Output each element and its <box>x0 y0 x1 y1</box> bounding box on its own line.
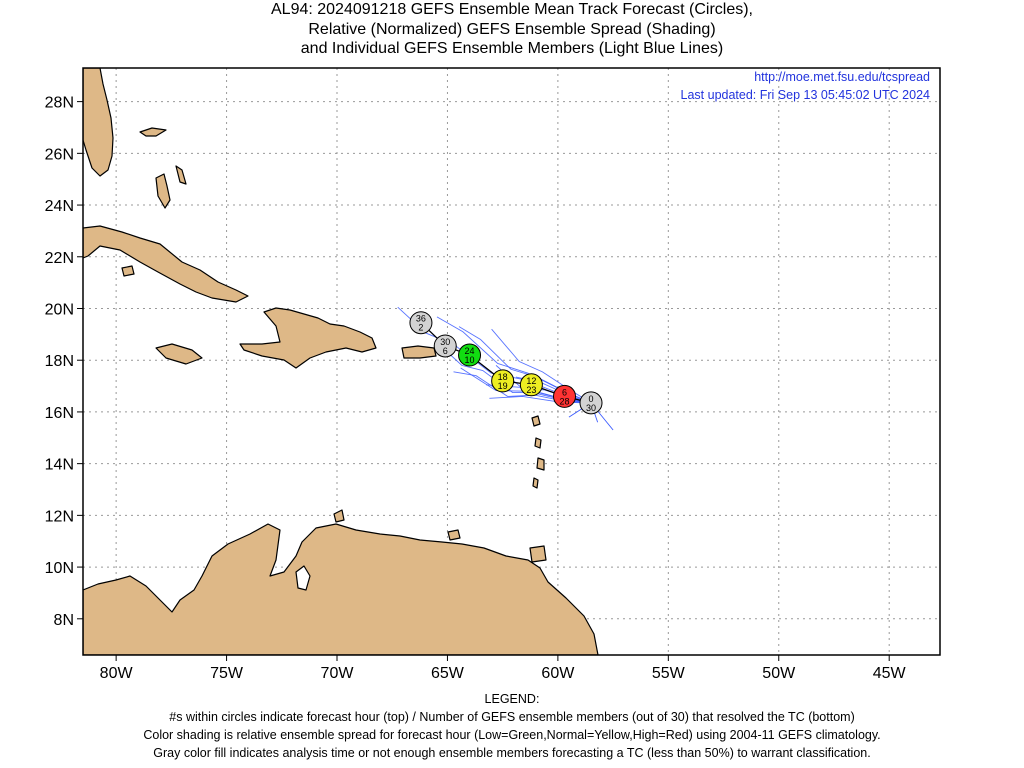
x-tick-label: 70W <box>321 665 355 682</box>
y-tick-label: 28N <box>45 95 74 112</box>
y-tick-label: 24N <box>45 198 74 215</box>
land-bahamas-andros <box>155 173 171 209</box>
member-count-label: 6 <box>443 346 448 356</box>
land-south-america <box>83 523 599 655</box>
y-tick-label: 20N <box>45 301 74 318</box>
member-count-label: 10 <box>465 355 475 365</box>
map-frame <box>82 67 941 656</box>
x-tick-label: 55W <box>652 665 686 682</box>
track-circle <box>579 391 603 415</box>
title-line-2: Relative (Normalized) GEFS Ensemble Spre… <box>308 21 716 38</box>
y-tick-label: 12N <box>45 508 74 525</box>
forecast-hour-label: 12 <box>526 376 536 386</box>
land-guadeloupe <box>531 415 541 427</box>
title-line-3: and Individual GEFS Ensemble Members (Li… <box>300 40 724 57</box>
track-point-h30: 306 <box>433 334 457 358</box>
forecast-hour-label: 18 <box>498 372 508 382</box>
track-circle <box>519 373 543 397</box>
member-count-label: 19 <box>498 381 508 391</box>
forecast-hour-label: 0 <box>589 394 594 404</box>
land-isle-of-youth <box>121 265 135 277</box>
track-circle <box>433 334 457 358</box>
member-count-label: 2 <box>418 323 423 333</box>
track-circle <box>458 343 482 367</box>
legend-line-3: Gray color fill indicates analysis time … <box>153 746 871 760</box>
land-florida <box>83 68 114 177</box>
y-tick-label: 16N <box>45 405 74 422</box>
track-circle <box>491 369 515 393</box>
track-point-h6: 628 <box>553 384 577 408</box>
land-bahamas-eleuthera <box>175 165 187 185</box>
x-tick-label: 60W <box>541 665 575 682</box>
x-tick-label: 75W <box>210 665 244 682</box>
x-tick-label: 50W <box>762 665 796 682</box>
track-point-h0: 030 <box>579 391 603 415</box>
ensemble-member-line <box>491 328 592 404</box>
source-url-link[interactable]: http://moe.met.fsu.edu/tcspread <box>754 70 930 84</box>
track-circle <box>553 384 577 408</box>
y-tick-label: 14N <box>45 457 74 474</box>
track-point-h36: 362 <box>409 311 433 335</box>
land-puerto-rico <box>401 345 437 359</box>
legend-line-1: #s within circles indicate forecast hour… <box>169 710 855 724</box>
ensemble-member-line <box>489 395 592 404</box>
last-updated-text: Last updated: Fri Sep 13 05:45:02 UTC 20… <box>681 88 931 102</box>
member-count-label: 30 <box>586 403 596 413</box>
forecast-hour-label: 36 <box>416 314 426 324</box>
land-dominica <box>534 437 542 449</box>
y-tick-label: 18N <box>45 353 74 370</box>
member-count-label: 23 <box>526 385 536 395</box>
land-hispaniola <box>239 307 377 369</box>
lake-maracaibo <box>295 565 311 591</box>
landmasses <box>83 68 599 655</box>
x-tick-label: 45W <box>873 665 907 682</box>
forecast-hour-label: 6 <box>562 387 567 397</box>
axis-ticks: 80W 75W 70W 65W 60W 55W 50W 45W 8N 10N 12N 14N 16N 18… <box>45 95 907 682</box>
x-tick-label: 80W <box>100 665 134 682</box>
land-martinique <box>536 457 545 471</box>
forecast-hour-label: 30 <box>440 337 450 347</box>
land-curacao <box>333 509 345 523</box>
legend-line-2: Color shading is relative ensemble sprea… <box>143 728 881 742</box>
y-tick-label: 26N <box>45 146 74 163</box>
graticule <box>83 68 940 655</box>
y-tick-label: 10N <box>45 560 74 577</box>
y-tick-label: 22N <box>45 250 74 267</box>
member-count-label: 28 <box>560 396 570 406</box>
land-trinidad <box>529 545 547 563</box>
land-jamaica <box>155 343 203 365</box>
x-tick-label: 65W <box>431 665 465 682</box>
land-bahamas-abaco <box>139 127 167 137</box>
track-circle <box>409 311 433 335</box>
title-line-1: AL94: 2024091218 GEFS Ensemble Mean Trac… <box>271 1 753 18</box>
y-tick-label: 8N <box>54 612 74 629</box>
land-margarita <box>447 529 461 541</box>
legend-heading: LEGEND: <box>484 692 540 706</box>
land-cuba <box>83 225 249 303</box>
land-st-lucia <box>532 477 539 489</box>
forecast-hour-label: 24 <box>465 346 475 356</box>
